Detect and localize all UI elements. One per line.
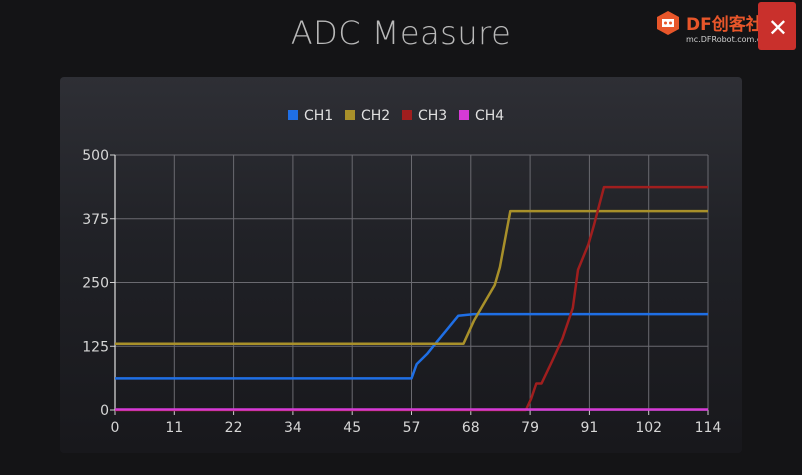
- watermark: DF创客社区 mc.DFRobot.com.cn ✕: [646, 2, 796, 58]
- x-tick-label: 57: [403, 420, 421, 436]
- robot-logo-icon: [657, 11, 679, 35]
- watermark-brand: DF创客社区: [686, 15, 780, 35]
- watermark-url: mc.DFRobot.com.cn: [686, 35, 767, 44]
- legend-label: CH3: [418, 108, 447, 124]
- legend-item-ch4: CH4: [459, 108, 504, 124]
- legend: CH1 CH2 CH3 CH4: [288, 108, 504, 124]
- legend-item-ch3: CH3: [402, 108, 447, 124]
- grid: [114, 154, 709, 411]
- y-tick-labels: 0 125 250 375 500: [82, 148, 109, 419]
- line-chart: CH1 CH2 CH3 CH4 0 11 22 34 45 57 68 79 91 102 114 0 12…: [82, 108, 722, 436]
- chart-card: CH1 CH2 CH3 CH4 0 11 22 34 45 57 68 79 91 102 114 0 12…: [60, 77, 742, 453]
- y-tick-label: 0: [100, 403, 109, 419]
- x-tick-label: 22: [225, 420, 243, 436]
- series-lines: [115, 185, 708, 412]
- series-line-ch1: [115, 312, 708, 380]
- legend-swatch: [288, 110, 298, 120]
- x-tick-label: 91: [580, 420, 598, 436]
- x-tick-label: 34: [284, 420, 302, 436]
- x-tick-label: 11: [165, 420, 183, 436]
- legend-item-ch1: CH1: [288, 108, 333, 124]
- axes: [110, 154, 709, 415]
- x-tick-labels: 0 11 22 34 45 57 68 79 91 102 114: [111, 420, 722, 436]
- x-tick-label: 114: [695, 420, 722, 436]
- series-line-ch2: [115, 209, 708, 345]
- legend-swatch: [402, 110, 412, 120]
- legend-swatch: [459, 110, 469, 120]
- x-tick-label: 68: [462, 420, 480, 436]
- close-badge[interactable]: [758, 2, 796, 50]
- series-line-ch3: [115, 185, 708, 412]
- chart-title: ADC Measure: [290, 14, 512, 52]
- close-icon[interactable]: ✕: [767, 14, 788, 42]
- x-tick-label: 0: [111, 420, 120, 436]
- legend-label: CH2: [361, 108, 390, 124]
- y-tick-label: 250: [82, 276, 109, 292]
- y-tick-label: 500: [82, 148, 109, 164]
- legend-label: CH1: [304, 108, 333, 124]
- legend-label: CH4: [475, 108, 504, 124]
- x-tick-label: 102: [635, 420, 662, 436]
- legend-swatch: [345, 110, 355, 120]
- x-tick-label: 79: [521, 420, 539, 436]
- legend-item-ch2: CH2: [345, 108, 390, 124]
- y-tick-label: 125: [82, 339, 109, 355]
- x-tick-label: 45: [343, 420, 361, 436]
- y-tick-label: 375: [82, 212, 109, 228]
